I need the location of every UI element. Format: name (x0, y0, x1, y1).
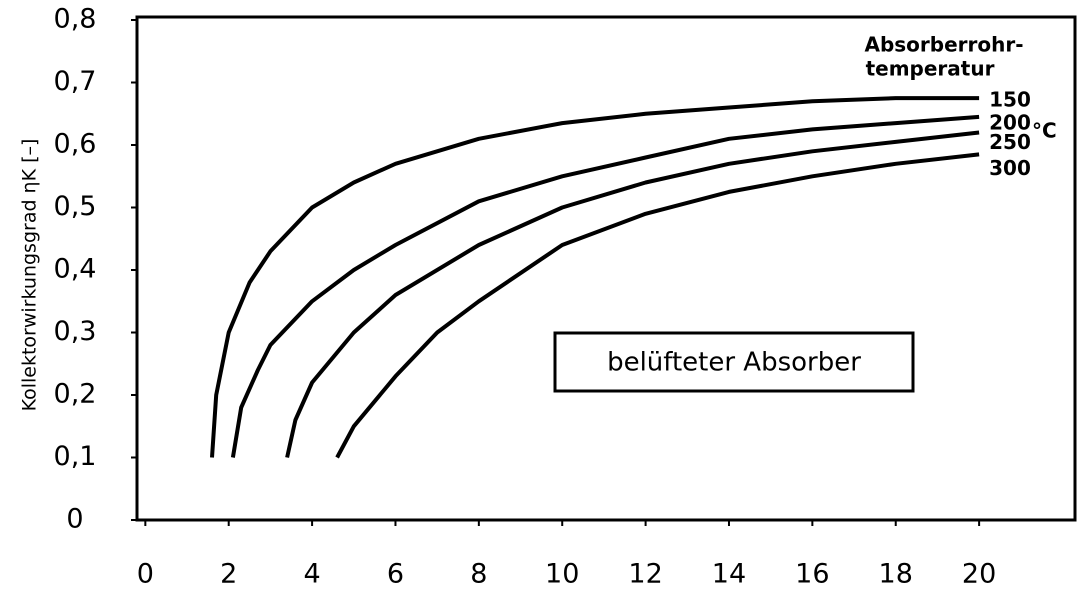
y-tick-label: 0,4 (54, 254, 97, 285)
legend-title: temperatur (866, 57, 995, 81)
legend-label: 300 (989, 156, 1031, 180)
legend-label: 150 (989, 88, 1031, 112)
x-tick-label: 10 (545, 559, 579, 590)
x-tick-label: 8 (470, 559, 487, 590)
x-tick-label: 0 (137, 559, 154, 590)
y-tick-label: 0 (66, 504, 83, 535)
x-tick-label: 2 (220, 559, 237, 590)
series-line (230, 114, 980, 458)
y-tick-label: 0,1 (54, 441, 97, 472)
x-tick-label: 18 (879, 559, 913, 590)
x-tick-label: 4 (303, 559, 320, 590)
annotation-box (553, 331, 915, 393)
y-tick-label: 0,8 (54, 4, 97, 35)
annotation: belüfteter Absorber (607, 348, 861, 378)
plot-frame (135, 15, 1077, 522)
legend-label: 200 (989, 110, 1031, 134)
x-tick-label: 20 (962, 559, 996, 590)
x-tick-label: 14 (712, 559, 746, 590)
legend-label: 250 (989, 130, 1031, 154)
y-tick-label: 0,7 (54, 66, 97, 97)
y-axis-label: Kollektorwirkungsgrad ηK [–] (19, 139, 41, 412)
series-line (335, 152, 980, 459)
y-tick-label: 0,5 (54, 191, 97, 222)
x-tick-label: 12 (628, 559, 662, 590)
series-line (285, 130, 980, 458)
legend-title: Absorberrohr- (864, 33, 1023, 57)
x-tick-label: 16 (795, 559, 829, 590)
y-tick-label: 0,2 (54, 379, 97, 410)
y-tick-label: 0,6 (54, 129, 97, 160)
y-tick-label: 0,3 (54, 316, 97, 347)
legend-unit: °C (1032, 119, 1057, 143)
x-tick-label: 6 (387, 559, 404, 590)
series-line (210, 96, 980, 458)
